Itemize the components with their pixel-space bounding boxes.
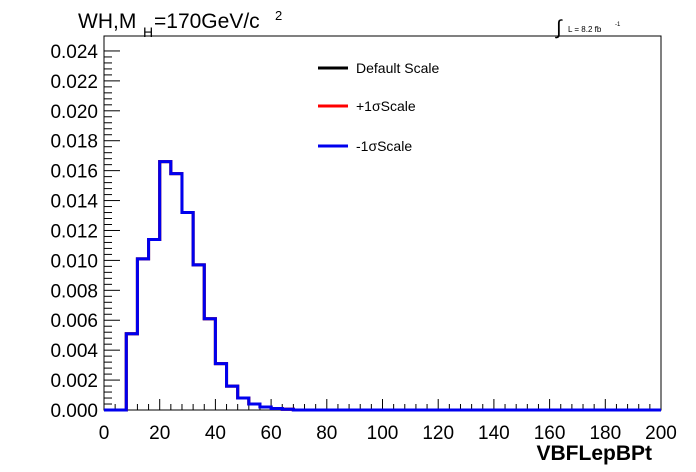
- lumi-label: L = 8.2 fb: [568, 25, 602, 34]
- y-tick-label: 0.006: [50, 311, 98, 332]
- x-tick-label: 20: [149, 423, 170, 444]
- chart-title-rest: =170GeV/c: [154, 10, 260, 33]
- lumi-superscript: -1: [615, 22, 621, 28]
- y-tick-label: 0.014: [50, 192, 98, 213]
- plot-frame: [103, 35, 662, 411]
- lumi-integral-symbol: ∫: [555, 17, 563, 39]
- x-axis-title: VBFLepBPt: [537, 442, 653, 465]
- y-tick-label: 0.020: [50, 102, 98, 123]
- y-axis: 0.000 0.002 0.004 0.006 0.008 0.010 0.012 0.014…: [50, 36, 120, 422]
- x-tick-label: 60: [261, 423, 282, 444]
- legend-label-default-scale: Default Scale: [356, 60, 439, 76]
- y-tick-label: 0.004: [50, 341, 98, 362]
- y-tick-label: 0.022: [50, 72, 98, 93]
- x-tick-label: 80: [316, 423, 337, 444]
- series-line-2: [104, 160, 661, 412]
- x-tick-label: 0: [99, 423, 110, 444]
- y-tick-label: 0.008: [50, 281, 98, 302]
- y-tick-label: 0.018: [50, 132, 98, 153]
- y-tick-label: 0.010: [50, 251, 98, 272]
- y-tick-label: 0.012: [50, 221, 98, 242]
- chart-title-main: WH,M: [78, 10, 136, 33]
- chart-title-superscript: 2: [275, 8, 282, 23]
- x-tick-label: 100: [367, 423, 399, 444]
- x-tick-label: 160: [534, 423, 566, 444]
- y-tick-label: 0.024: [50, 42, 98, 63]
- chart-title-subscript: H: [143, 24, 153, 40]
- x-tick-label: 140: [478, 423, 510, 444]
- y-tick-label: 0.016: [50, 162, 98, 183]
- x-axis: 0 20 40 60 80 100 120 140 160 180 200: [99, 399, 677, 444]
- series-line-1: [104, 160, 661, 412]
- y-tick-label: 0.002: [50, 371, 98, 392]
- x-tick-label: 40: [205, 423, 226, 444]
- x-tick-label: 120: [422, 423, 454, 444]
- series-line-0: [104, 160, 661, 412]
- x-tick-label: 200: [645, 423, 677, 444]
- series-lines: [104, 160, 661, 412]
- legend: Default Scale +1σScale -1σScale: [318, 60, 439, 154]
- x-tick-label: 180: [589, 423, 621, 444]
- legend-label-minus-1sigma-scale: -1σScale: [356, 138, 412, 154]
- legend-label-plus-1sigma-scale: +1σScale: [356, 98, 416, 114]
- y-tick-label: 0.000: [50, 401, 98, 422]
